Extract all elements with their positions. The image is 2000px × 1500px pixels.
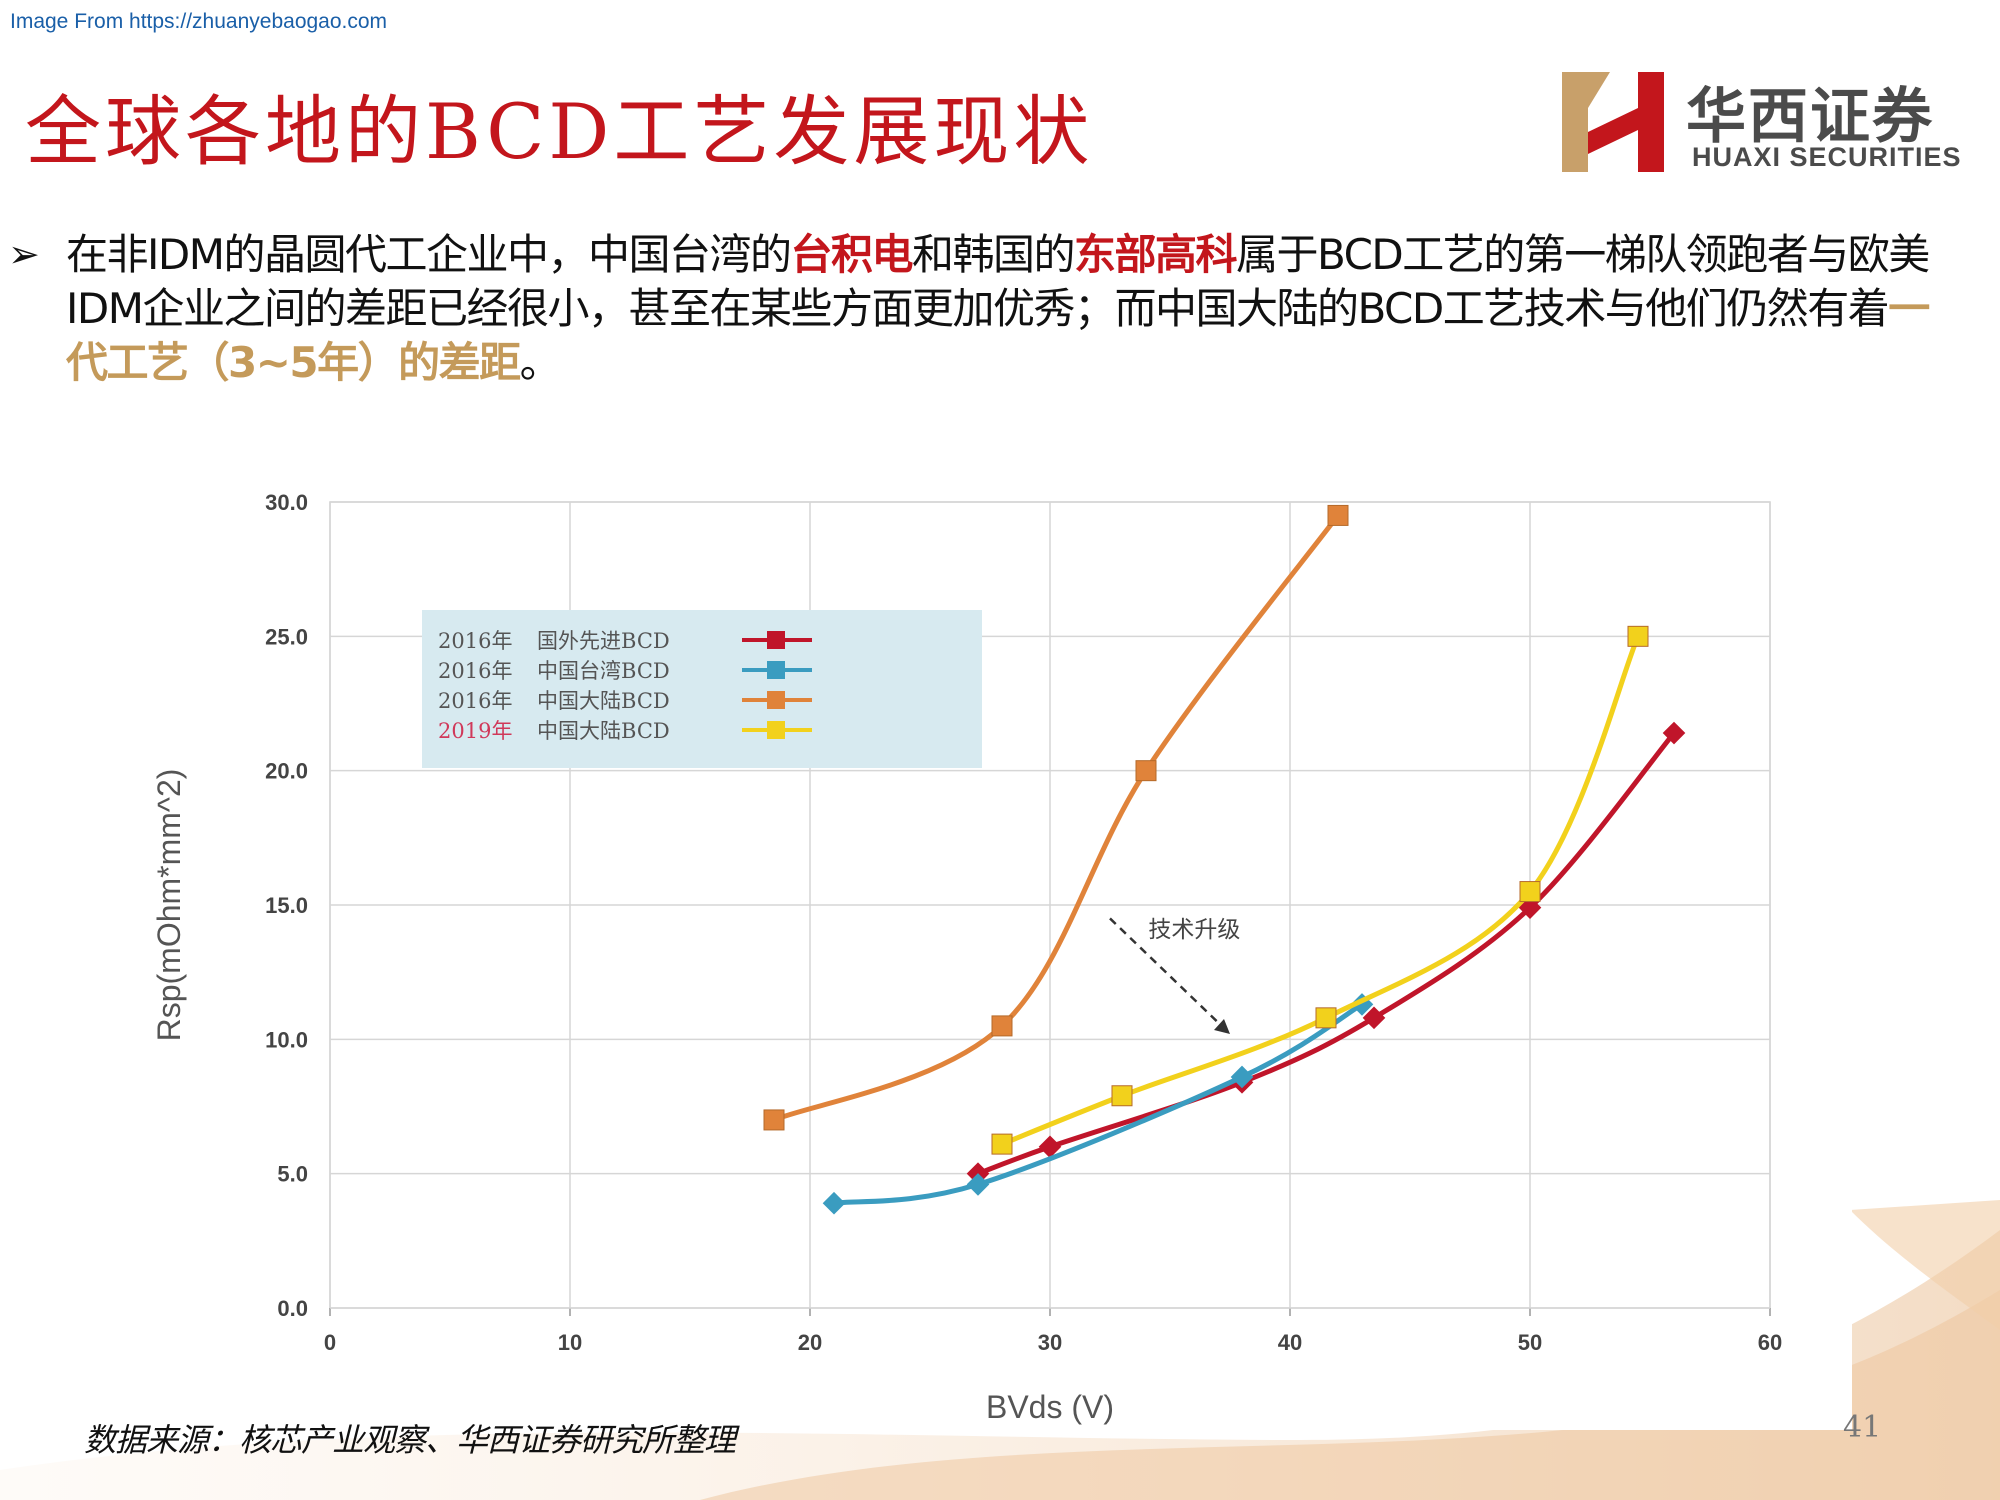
highlight-gap: 一代工艺（3~5年）的差距 — [66, 284, 1930, 387]
chart-panel: 0 10 20 30 40 50 60 0.0 5.0 10.0 15.0 20.0 25.0 30.0 B… — [140, 440, 1852, 1430]
legend-marker — [767, 691, 785, 709]
data-point-square — [1111, 1085, 1133, 1107]
annotation-label: 技术升级 — [1148, 917, 1240, 943]
legend-marker — [767, 721, 785, 739]
legend-year: 2016年 — [438, 629, 512, 653]
legend-label: 中国台湾BCD — [537, 659, 670, 683]
data-point-square — [991, 1133, 1013, 1155]
data-point-square — [1519, 881, 1541, 903]
legend-year: 2019年 — [438, 719, 512, 743]
x-tick-label: 20 — [798, 1330, 822, 1355]
paragraph-text: 。 — [519, 338, 562, 387]
y-tick-label: 10.0 — [265, 1027, 308, 1052]
data-point-diamond — [966, 1173, 990, 1196]
data-point-square — [991, 1015, 1013, 1037]
y-tick-label: 30.0 — [265, 490, 308, 515]
data-point-square — [763, 1109, 785, 1131]
paragraph-text: 和韩国的 — [911, 230, 1076, 279]
huaxi-logo: 华西证券 HUAXI SECURITIES — [1560, 68, 1980, 178]
data-point-square — [1327, 504, 1349, 526]
x-tick-label: 0 — [324, 1330, 336, 1355]
highlight-dongbu: 东部高科 — [1074, 230, 1238, 279]
x-axis-label: BVds (V) — [986, 1389, 1114, 1425]
bcd-rsp-chart: 0 10 20 30 40 50 60 0.0 5.0 10.0 15.0 20.0 25.0 30.0 B… — [151, 490, 1782, 1425]
page-title: 全球各地的BCD工艺发展现状 — [25, 87, 1094, 176]
data-point-square — [1315, 1007, 1337, 1029]
legend-label: 国外先进BCD — [537, 629, 670, 653]
series-line — [833, 1002, 1364, 1206]
x-tick-label: 30 — [1038, 1330, 1062, 1355]
legend-year: 2016年 — [438, 659, 512, 683]
y-tick-label: 5.0 — [277, 1162, 308, 1187]
data-point-diamond — [1230, 1065, 1254, 1089]
paragraph-text: 属于BCD工艺的第一梯队领跑者与欧美IDM企业之间的差距已经很小，甚至在某些方面… — [66, 230, 1930, 333]
legend-year: 2016年 — [438, 689, 512, 713]
legend-label: 中国大陆BCD — [537, 689, 670, 713]
y-tick-label: 0.0 — [277, 1296, 308, 1321]
x-tick-label: 50 — [1518, 1330, 1542, 1355]
series-line — [1001, 635, 1641, 1147]
legend-label: 中国大陆BCD — [537, 719, 670, 743]
huaxi-logo-icon — [1562, 72, 1664, 172]
legend-marker — [767, 661, 785, 679]
y-tick-label: 15.0 — [265, 893, 308, 918]
paragraph-text: 在非IDM的晶圆代工企业中，中国台湾的 — [66, 230, 792, 279]
arrow-bullet-icon: ➢ — [8, 232, 40, 276]
data-source-note: 数据来源：核芯产业观察、华西证券研究所整理 — [84, 1421, 736, 1459]
x-tick-label: 40 — [1278, 1330, 1302, 1355]
series-line — [773, 513, 1340, 1123]
source-url[interactable]: Image From https://zhuanyebaogao.com — [10, 10, 388, 33]
legend-box — [422, 610, 982, 768]
page-number: 41 — [1843, 1410, 1882, 1445]
data-point-diamond — [1038, 1135, 1062, 1159]
logo-english-name: HUAXI SECURITIES — [1692, 142, 1962, 172]
y-tick-label: 20.0 — [265, 759, 308, 784]
summary-paragraph: 在非IDM的晶圆代工企业中，中国台湾的台积电和韩国的东部高科属于BCD工艺的第一… — [66, 228, 1946, 390]
data-point-diamond — [822, 1191, 846, 1215]
annotation-arrowhead — [1214, 1018, 1230, 1034]
legend-marker — [767, 631, 785, 649]
x-tick-label: 60 — [1758, 1330, 1782, 1355]
data-point-square — [1627, 625, 1649, 647]
y-axis-label: Rsp(mOhm*mm^2) — [151, 769, 187, 1042]
logo-chinese-name: 华西证券 — [1686, 82, 1934, 152]
data-point-diamond — [1662, 721, 1686, 745]
data-point-square — [1135, 760, 1157, 782]
y-tick-label: 25.0 — [265, 624, 308, 649]
data-point-diamond — [1362, 1006, 1386, 1030]
highlight-tsmc: 台积电 — [790, 230, 913, 279]
x-tick-label: 10 — [558, 1330, 582, 1355]
